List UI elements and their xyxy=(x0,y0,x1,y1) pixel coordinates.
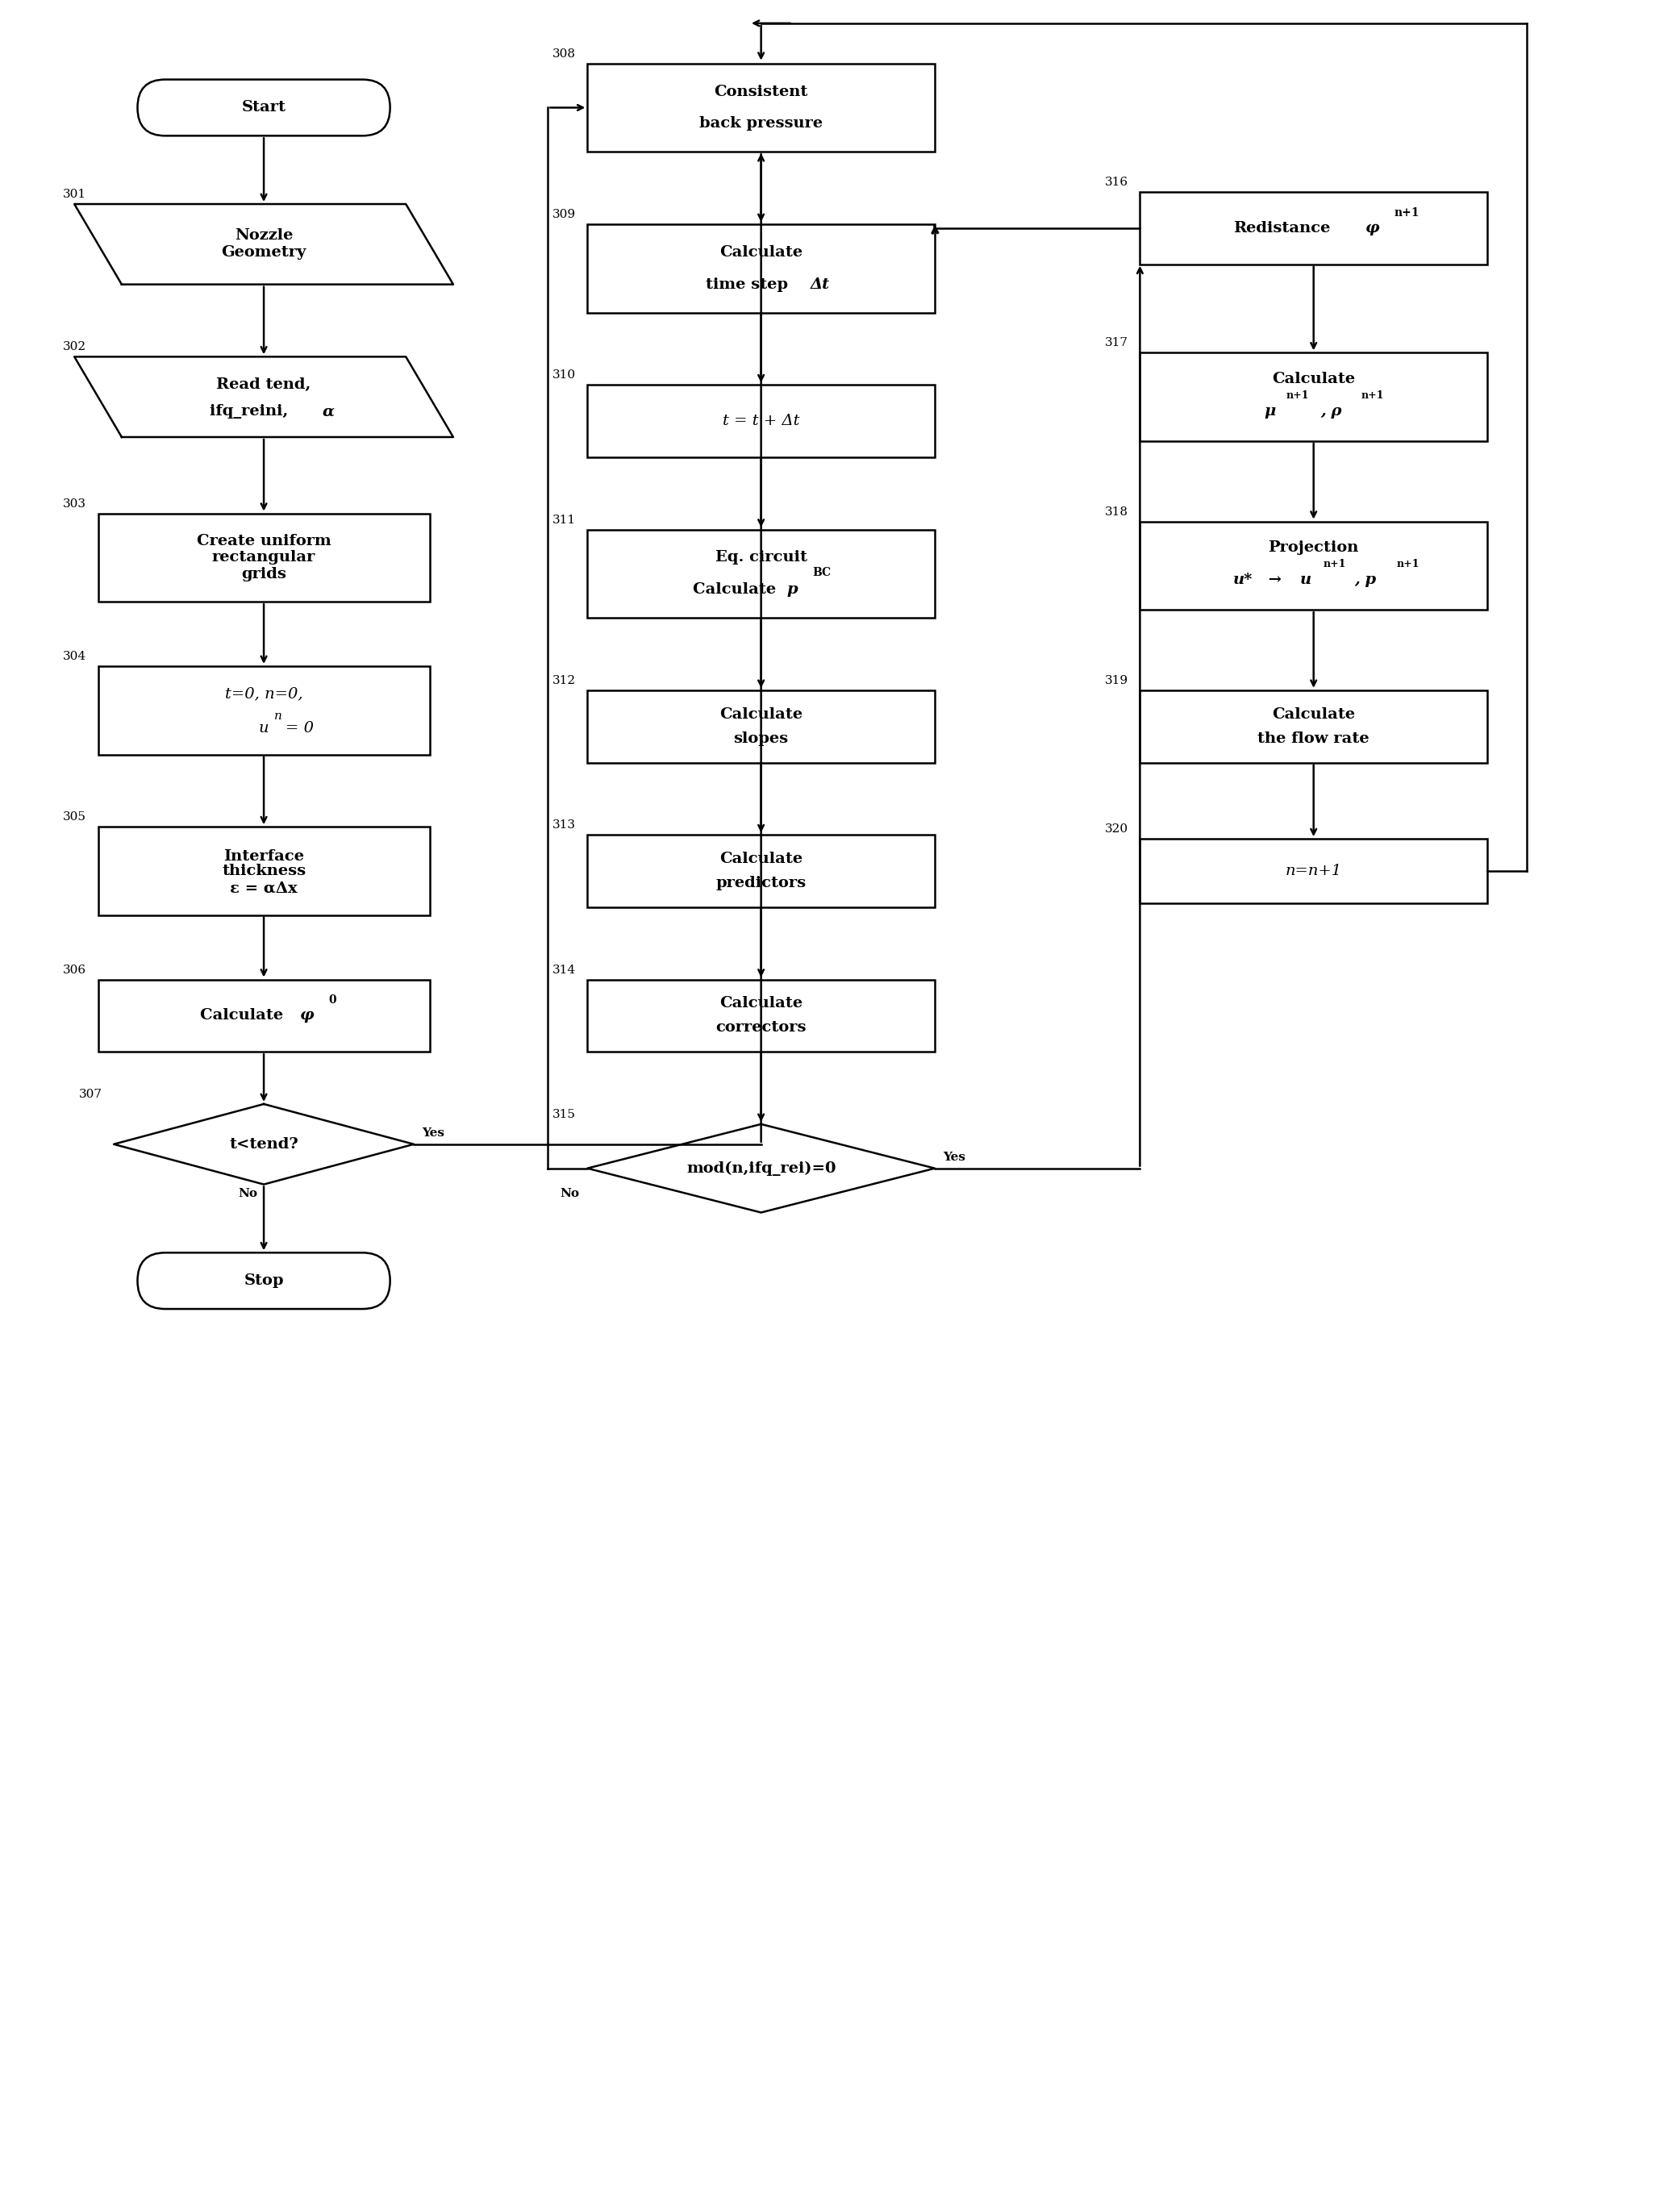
Text: ε = αΔx: ε = αΔx xyxy=(230,881,297,897)
Text: Calculate: Calculate xyxy=(200,1008,289,1024)
Text: →: → xyxy=(1263,572,1282,587)
Text: Interface: Interface xyxy=(223,848,304,864)
Text: u: u xyxy=(259,721,269,734)
Text: , ρ: , ρ xyxy=(1320,403,1342,419)
Text: back pressure: back pressure xyxy=(699,116,823,132)
Text: 302: 302 xyxy=(62,342,86,353)
Text: 318: 318 xyxy=(1105,506,1127,517)
Text: 315: 315 xyxy=(553,1109,576,1120)
Polygon shape xyxy=(74,357,454,436)
Bar xyxy=(1141,193,1487,265)
Bar xyxy=(1141,522,1487,609)
Text: u*: u* xyxy=(1233,572,1252,587)
Text: 313: 313 xyxy=(553,820,576,831)
Text: Start: Start xyxy=(242,101,286,114)
Text: mod(n,ifq_rei)=0: mod(n,ifq_rei)=0 xyxy=(685,1162,837,1175)
Text: 304: 304 xyxy=(62,651,86,662)
Text: Calculate: Calculate xyxy=(1272,708,1356,721)
Text: α: α xyxy=(323,403,334,419)
Text: Calculate: Calculate xyxy=(1272,373,1356,386)
Text: 311: 311 xyxy=(553,515,576,526)
Text: 320: 320 xyxy=(1105,824,1127,835)
Text: Consistent: Consistent xyxy=(714,83,808,99)
Text: ifq_reini,: ifq_reini, xyxy=(210,403,294,419)
Bar xyxy=(588,980,934,1052)
Text: No: No xyxy=(239,1188,257,1199)
Text: Calculate: Calculate xyxy=(719,853,803,866)
Text: Projection: Projection xyxy=(1268,541,1359,555)
Bar xyxy=(1141,840,1487,903)
Polygon shape xyxy=(114,1105,413,1184)
Text: n+1: n+1 xyxy=(1394,208,1420,219)
Text: t<tend?: t<tend? xyxy=(228,1138,299,1151)
FancyBboxPatch shape xyxy=(138,79,390,136)
Text: Redistance: Redistance xyxy=(1233,221,1331,235)
Text: No: No xyxy=(559,1188,580,1199)
Text: 308: 308 xyxy=(553,48,576,59)
Text: = 0: = 0 xyxy=(286,721,314,734)
Text: 314: 314 xyxy=(553,964,576,975)
Text: 303: 303 xyxy=(62,498,86,509)
Text: Eq. circuit: Eq. circuit xyxy=(716,550,806,566)
Text: 307: 307 xyxy=(79,1089,102,1100)
Text: n+1: n+1 xyxy=(1396,559,1420,570)
Text: 310: 310 xyxy=(553,370,576,381)
Text: Yes: Yes xyxy=(942,1151,966,1162)
Bar xyxy=(588,690,934,763)
Text: u: u xyxy=(1300,572,1312,587)
Bar xyxy=(588,530,934,618)
Text: BC: BC xyxy=(813,568,832,579)
Text: t=0, n=0,: t=0, n=0, xyxy=(225,686,302,701)
Text: time step: time step xyxy=(706,276,793,292)
Text: Calculate: Calculate xyxy=(719,246,803,259)
Text: Nozzle
Geometry: Nozzle Geometry xyxy=(222,228,306,261)
Polygon shape xyxy=(588,1124,934,1212)
Bar xyxy=(1141,690,1487,763)
Text: slopes: slopes xyxy=(734,732,788,745)
Bar xyxy=(588,835,934,907)
Text: t = t + Δt: t = t + Δt xyxy=(722,414,800,427)
Text: φ: φ xyxy=(1366,221,1379,235)
Text: Calculate: Calculate xyxy=(719,997,803,1011)
Text: 301: 301 xyxy=(62,189,86,199)
Text: p: p xyxy=(788,583,798,596)
Text: μ: μ xyxy=(1265,403,1275,419)
Bar xyxy=(97,826,430,916)
Text: Read tend,: Read tend, xyxy=(217,377,311,392)
Text: Yes: Yes xyxy=(422,1127,444,1138)
Text: n+1: n+1 xyxy=(1361,390,1384,401)
Text: 317: 317 xyxy=(1105,338,1127,349)
Text: predictors: predictors xyxy=(716,877,806,890)
Polygon shape xyxy=(74,204,454,285)
Text: Create uniform
rectangular
grids: Create uniform rectangular grids xyxy=(197,533,331,581)
Text: 305: 305 xyxy=(62,811,86,822)
Text: 309: 309 xyxy=(553,208,576,219)
Bar xyxy=(588,224,934,313)
Text: 316: 316 xyxy=(1105,178,1127,189)
Text: n: n xyxy=(274,710,282,721)
Text: Stop: Stop xyxy=(244,1274,284,1289)
Text: Calculate: Calculate xyxy=(694,583,781,596)
Text: 312: 312 xyxy=(553,675,576,686)
Text: 306: 306 xyxy=(62,964,86,975)
Text: φ: φ xyxy=(301,1008,314,1024)
Text: thickness: thickness xyxy=(222,864,306,879)
Text: Δt: Δt xyxy=(810,276,830,292)
Text: n+1: n+1 xyxy=(1324,559,1346,570)
Bar xyxy=(97,513,430,603)
FancyBboxPatch shape xyxy=(138,1252,390,1309)
Text: 0: 0 xyxy=(329,995,336,1006)
Text: , p: , p xyxy=(1354,572,1376,587)
Bar xyxy=(97,980,430,1052)
Text: n+1: n+1 xyxy=(1285,390,1309,401)
Text: 319: 319 xyxy=(1105,675,1127,686)
Bar xyxy=(588,64,934,151)
Text: n=n+1: n=n+1 xyxy=(1285,864,1342,879)
Bar xyxy=(588,386,934,458)
Text: Calculate: Calculate xyxy=(719,708,803,721)
Bar xyxy=(97,666,430,754)
Text: the flow rate: the flow rate xyxy=(1258,732,1369,745)
Bar xyxy=(1141,353,1487,441)
Text: correctors: correctors xyxy=(716,1021,806,1035)
